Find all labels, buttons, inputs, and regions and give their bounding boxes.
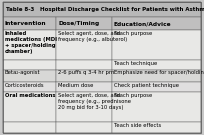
Bar (57, 17, 112, 30)
Bar (57, 60, 112, 70)
Bar (112, 82, 201, 92)
Bar (57, 122, 112, 133)
Text: Medium dose: Medium dose (58, 82, 93, 87)
Bar (57, 70, 112, 82)
Text: Teach technique: Teach technique (113, 61, 157, 66)
Text: Check patient technique: Check patient technique (113, 82, 178, 87)
Text: Education/Advice: Education/Advice (113, 21, 171, 26)
Text: Beta₂-agonist: Beta₂-agonist (5, 70, 40, 75)
Text: Oral medications: Oral medications (5, 93, 55, 98)
Bar (3, 92, 57, 122)
Text: Teach purpose: Teach purpose (113, 31, 152, 36)
Bar (57, 82, 112, 92)
Text: Intervention: Intervention (5, 21, 46, 26)
Bar (3, 82, 57, 92)
Text: Teach side effects: Teach side effects (113, 123, 161, 128)
Bar (112, 70, 201, 82)
Text: Emphasize need for spacer/holding ch...: Emphasize need for spacer/holding ch... (113, 70, 204, 75)
Bar (3, 60, 57, 70)
Text: 2-6 puffs q 3-4 hr prn: 2-6 puffs q 3-4 hr prn (58, 70, 114, 75)
Bar (112, 92, 201, 122)
Bar (57, 30, 112, 60)
Text: Table 8-3   Hospital Discharge Checklist for Patients with Asthma Exacerbations: Table 8-3 Hospital Discharge Checklist f… (6, 7, 204, 12)
Bar (3, 17, 57, 30)
Bar (57, 92, 112, 122)
Bar (3, 30, 57, 60)
Bar (3, 122, 57, 133)
Text: Select agent, dose, and
frequency (e.g., albuterol): Select agent, dose, and frequency (e.g.,… (58, 31, 127, 42)
Bar (112, 122, 201, 133)
Text: Dose/Timing: Dose/Timing (58, 21, 99, 26)
Bar (3, 70, 57, 82)
Bar (3, 2, 201, 17)
Bar (112, 30, 201, 60)
Text: Select agent, dose, and
frequency (e.g., prednisone
20 mg bid for 3-10 days): Select agent, dose, and frequency (e.g.,… (58, 93, 131, 110)
Text: Inhaled
medications (MDI
+ spacer/holding
chamber): Inhaled medications (MDI + spacer/holdin… (5, 31, 57, 54)
Text: Corticosteroids: Corticosteroids (5, 82, 44, 87)
Text: Teach purpose: Teach purpose (113, 93, 152, 98)
Bar (112, 17, 201, 30)
Bar (112, 60, 201, 70)
